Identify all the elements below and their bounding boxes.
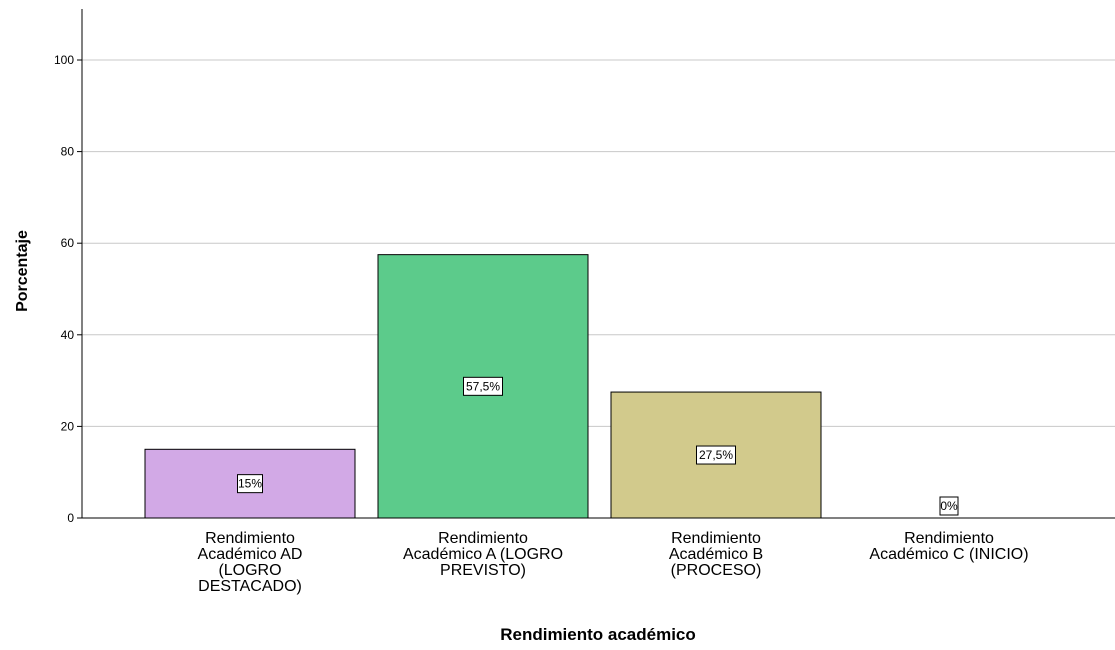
x-tick-label: Rendimiento Académico A (LOGRO PREVISTO) bbox=[403, 530, 563, 579]
y-tick-labels: 0 20 40 60 80 100 bbox=[54, 53, 82, 525]
data-label-box bbox=[237, 474, 263, 494]
y-tick-label: 80 bbox=[61, 145, 75, 159]
data-label: 57,5% bbox=[466, 379, 500, 393]
y-tick-label: 60 bbox=[61, 236, 75, 250]
x-tick-label-line: Rendimiento bbox=[438, 530, 528, 547]
x-tick-label-line: Académico AD bbox=[198, 546, 303, 563]
x-tick-label-line: Académico B bbox=[669, 546, 763, 563]
y-tick-label: 40 bbox=[61, 328, 75, 342]
data-labels: 15% 57,5% 27,5% 0% bbox=[237, 376, 959, 516]
y-tick-label: 100 bbox=[54, 53, 74, 67]
axes bbox=[81, 9, 1115, 519]
x-tick-label: Rendimiento Académico B (PROCESO) bbox=[669, 530, 763, 579]
y-tick-label: 20 bbox=[61, 419, 75, 433]
x-tick-label-line: (LOGRO bbox=[218, 562, 281, 579]
data-label: 27,5% bbox=[699, 448, 733, 462]
x-tick-label-line: Rendimiento bbox=[205, 530, 295, 547]
x-tick-label-line: Académico C (INICIO) bbox=[869, 546, 1028, 563]
bars bbox=[144, 254, 822, 519]
x-tick-label: Rendimiento Académico C (INICIO) bbox=[869, 530, 1028, 563]
x-tick-label-line: DESTACADO) bbox=[198, 578, 302, 595]
data-label: 0% bbox=[940, 499, 958, 513]
data-label: 15% bbox=[238, 477, 262, 491]
x-tick-label-line: Rendimiento bbox=[671, 530, 761, 547]
y-axis-title: Porcentaje bbox=[14, 230, 31, 312]
x-tick-label: Rendimiento Académico AD (LOGRO DESTACADO) bbox=[198, 530, 303, 595]
x-tick-label-line: Académico A (LOGRO bbox=[403, 546, 563, 563]
gridlines bbox=[82, 59, 1115, 427]
y-tick-label: 0 bbox=[67, 511, 74, 525]
data-label-box bbox=[939, 496, 959, 516]
x-tick-labels: Rendimiento Académico AD (LOGRO DESTACADO)R… bbox=[198, 530, 1029, 595]
x-axis-title: Rendimiento académico bbox=[500, 625, 696, 644]
data-label-box bbox=[463, 376, 503, 396]
data-label-box bbox=[696, 445, 736, 465]
x-tick-label-line: Rendimiento bbox=[904, 530, 994, 547]
x-tick-label-line: (PROCESO) bbox=[671, 562, 762, 579]
x-tick-label-line: PREVISTO) bbox=[440, 562, 526, 579]
